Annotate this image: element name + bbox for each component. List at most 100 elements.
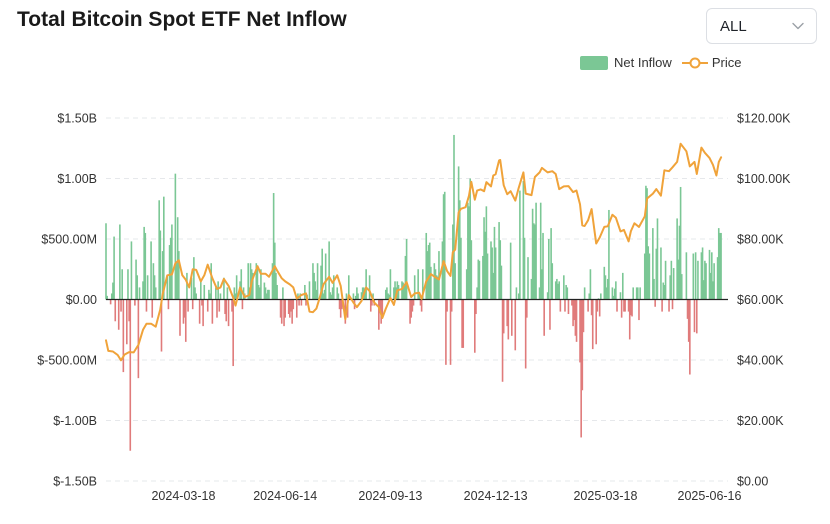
inflow-bar[interactable] (551, 263, 554, 300)
inflow-bar[interactable] (404, 255, 407, 300)
inflow-bar[interactable] (694, 252, 697, 300)
outflow-bar[interactable] (687, 299, 690, 342)
outflow-bar[interactable] (369, 299, 372, 312)
inflow-bar[interactable] (611, 287, 614, 300)
outflow-bar[interactable] (191, 299, 194, 310)
outflow-bar[interactable] (182, 299, 185, 324)
inflow-bar[interactable] (441, 241, 444, 300)
inflow-bar[interactable] (403, 284, 406, 300)
inflow-bar[interactable] (330, 294, 333, 300)
outflow-bar[interactable] (290, 299, 292, 312)
inflow-bar[interactable] (421, 269, 424, 300)
inflow-bar[interactable] (713, 263, 715, 300)
inflow-bar[interactable] (652, 228, 654, 300)
inflow-bar[interactable] (509, 242, 512, 300)
outflow-bar[interactable] (225, 299, 228, 322)
outflow-bar[interactable] (580, 299, 582, 438)
outflow-bar[interactable] (371, 299, 373, 306)
outflow-bar[interactable] (507, 299, 510, 340)
inflow-bar[interactable] (402, 282, 404, 300)
inflow-bar[interactable] (417, 269, 419, 300)
inflow-bar[interactable] (135, 259, 137, 300)
inflow-bar[interactable] (692, 253, 695, 300)
inflow-bar[interactable] (639, 287, 641, 300)
outflow-bar[interactable] (231, 299, 233, 312)
inflow-bar[interactable] (158, 200, 160, 300)
outflow-bar[interactable] (420, 299, 423, 312)
inflow-bar[interactable] (405, 239, 408, 300)
outflow-bar[interactable] (506, 299, 508, 327)
inflow-bar[interactable] (257, 284, 260, 300)
inflow-bar[interactable] (535, 202, 537, 300)
inflow-bar[interactable] (519, 190, 521, 300)
inflow-bar[interactable] (275, 272, 277, 300)
inflow-bar[interactable] (499, 240, 502, 300)
inflow-bar[interactable] (538, 287, 541, 300)
inflow-bar[interactable] (169, 237, 172, 300)
outflow-bar[interactable] (445, 299, 447, 365)
inflow-bar[interactable] (329, 292, 332, 300)
inflow-bar[interactable] (635, 287, 638, 300)
inflow-bar[interactable] (209, 293, 211, 300)
inflow-bar[interactable] (268, 289, 270, 300)
inflow-bar[interactable] (637, 287, 639, 300)
inflow-bar[interactable] (554, 281, 557, 300)
inflow-bar[interactable] (482, 255, 484, 300)
inflow-bar[interactable] (255, 263, 258, 300)
inflow-bar[interactable] (608, 209, 610, 300)
inflow-bar[interactable] (153, 275, 156, 300)
inflow-bar[interactable] (360, 292, 363, 300)
inflow-bar[interactable] (708, 249, 711, 300)
inflow-bar[interactable] (394, 281, 396, 300)
inflow-bar[interactable] (315, 289, 318, 300)
inflow-bar[interactable] (161, 251, 164, 300)
inflow-bar[interactable] (226, 287, 229, 300)
inflow-bar[interactable] (709, 272, 712, 300)
inflow-bar[interactable] (352, 293, 355, 300)
inflow-bar[interactable] (112, 282, 114, 300)
inflow-bar[interactable] (676, 218, 678, 300)
inflow-bar[interactable] (527, 257, 529, 300)
outflow-bar[interactable] (291, 299, 293, 324)
inflow-bar[interactable] (532, 223, 535, 300)
inflow-bar[interactable] (656, 218, 659, 300)
outflow-bar[interactable] (559, 299, 562, 312)
inflow-bar[interactable] (606, 278, 609, 300)
outflow-bar[interactable] (284, 299, 287, 318)
inflow-bar[interactable] (493, 226, 496, 300)
inflow-bar[interactable] (712, 281, 714, 300)
inflow-bar[interactable] (154, 287, 157, 300)
outflow-bar[interactable] (631, 299, 633, 317)
inflow-bar[interactable] (208, 289, 210, 300)
outflow-bar[interactable] (587, 299, 589, 312)
inflow-bar[interactable] (711, 252, 713, 300)
inflow-bar[interactable] (704, 260, 706, 300)
outflow-bar[interactable] (338, 299, 341, 310)
outflow-bar[interactable] (573, 299, 576, 321)
outflow-bar[interactable] (616, 299, 618, 312)
inflow-bar[interactable] (457, 166, 460, 300)
outflow-bar[interactable] (450, 299, 453, 312)
outflow-bar[interactable] (184, 299, 187, 342)
inflow-bar[interactable] (677, 259, 680, 300)
inflow-bar[interactable] (110, 293, 113, 300)
inflow-bar[interactable] (252, 272, 254, 300)
inflow-bar[interactable] (467, 202, 469, 300)
outflow-bar[interactable] (295, 299, 298, 318)
inflow-bar[interactable] (264, 287, 267, 300)
inflow-bar[interactable] (401, 281, 403, 300)
inflow-bar[interactable] (127, 269, 129, 300)
outflow-bar[interactable] (379, 299, 381, 310)
inflow-bar[interactable] (558, 281, 561, 300)
inflow-bar[interactable] (159, 230, 162, 300)
inflow-bar[interactable] (200, 281, 202, 300)
inflow-bar[interactable] (541, 269, 543, 300)
inflow-bar[interactable] (603, 266, 606, 300)
outflow-bar[interactable] (474, 299, 476, 353)
inflow-bar[interactable] (678, 225, 681, 300)
outflow-bar[interactable] (289, 299, 291, 318)
outflow-bar[interactable] (549, 299, 551, 330)
inflow-bar[interactable] (720, 232, 722, 300)
inflow-bar[interactable] (619, 292, 622, 300)
outflow-bar[interactable] (283, 299, 285, 327)
